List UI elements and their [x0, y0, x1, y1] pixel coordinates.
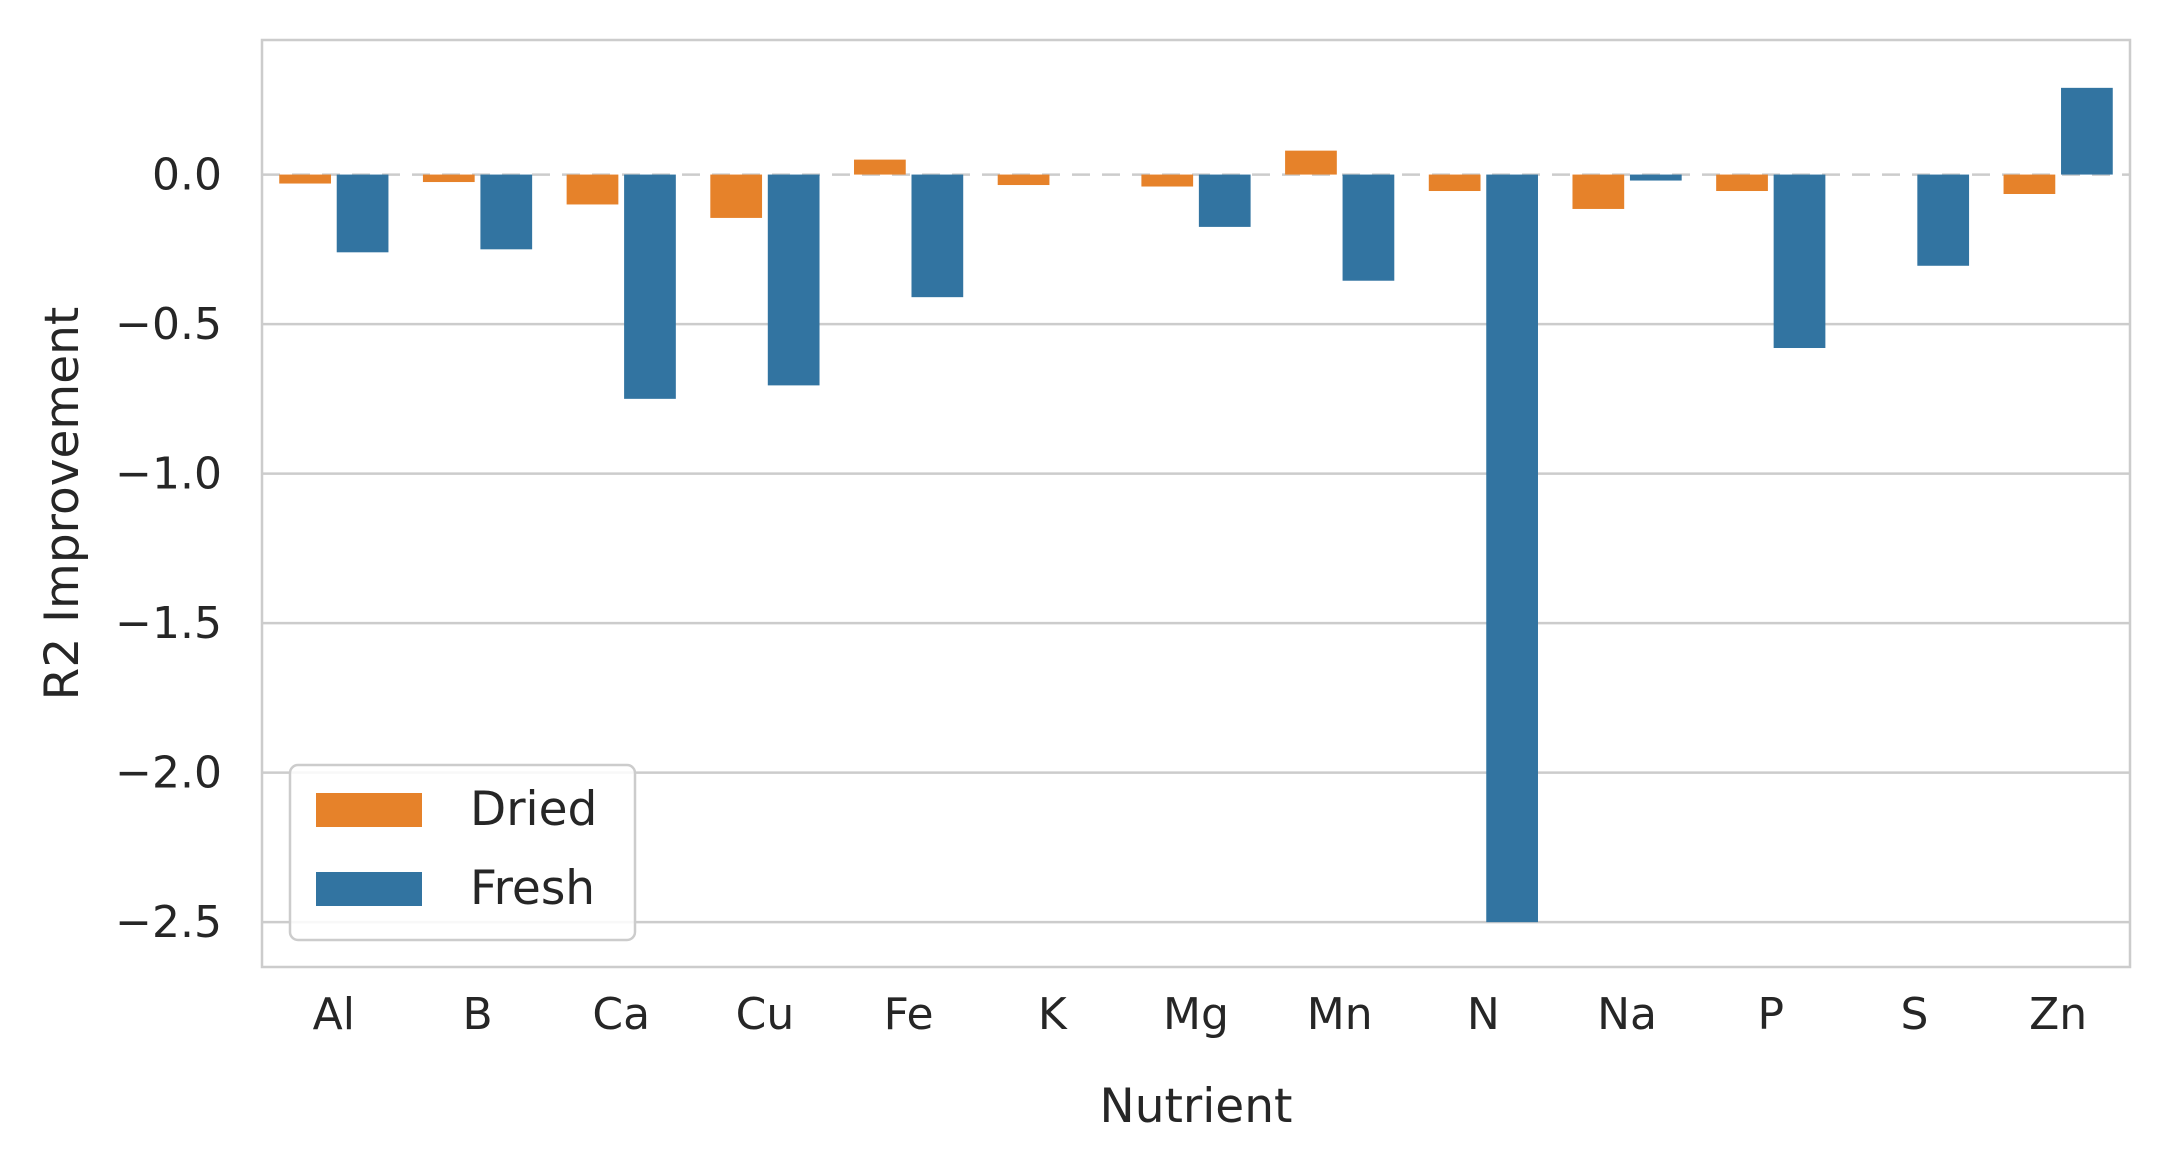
bar-fresh-na [1629, 174, 1682, 181]
legend-swatch-fresh [316, 872, 422, 906]
y-tick-label: −0.5 [115, 299, 222, 350]
y-axis-label: R2 Improvement [35, 307, 90, 701]
x-tick-label: Ca [592, 989, 650, 1040]
bar-fresh-al [336, 174, 389, 253]
bar-fresh-cu [767, 174, 820, 386]
x-tick-label: Zn [2029, 989, 2087, 1040]
bar-fresh-mg [1198, 174, 1251, 227]
x-tick-label: P [1757, 989, 1784, 1040]
y-tick-label: −1.0 [115, 449, 222, 500]
bar-fresh-zn [2061, 87, 2113, 175]
bars [279, 87, 2113, 923]
bar-fresh-fe [911, 174, 964, 298]
legend-swatch-dried [316, 793, 422, 827]
y-tick-labels: 0.0 −0.5 −1.0 −1.5 −2.0 −2.5 [115, 150, 222, 949]
x-tick-label: N [1467, 989, 1500, 1040]
bar-dried-p [1716, 174, 1768, 192]
bar-fresh-s [1917, 174, 1970, 266]
x-axis-label: Nutrient [1100, 1079, 1293, 1134]
x-tick-label: Mg [1163, 989, 1229, 1040]
bar-dried-zn [2003, 174, 2056, 195]
x-tick-label: K [1038, 989, 1068, 1040]
x-tick-label: S [1900, 989, 1928, 1040]
y-tick-label: −2.0 [115, 748, 222, 799]
y-tick-label: −2.5 [115, 897, 222, 948]
plot-frame [260, 38, 2132, 969]
bar-fresh-n [1486, 174, 1538, 923]
legend: Dried Fresh [288, 763, 637, 942]
x-tick-label: Mn [1307, 989, 1373, 1040]
y-tick-label: −1.5 [115, 598, 222, 649]
x-tick-label: Al [313, 989, 355, 1040]
bar-dried-mg [1141, 174, 1194, 187]
bar-fresh-b [480, 174, 533, 250]
x-tick-labels: Al B Ca Cu Fe K Mg Mn N Na P S Zn [313, 989, 2087, 1040]
bar-dried-n [1428, 174, 1481, 192]
y-tick-label: 0.0 [152, 150, 222, 201]
legend-label-fresh: Fresh [470, 861, 595, 916]
x-tick-label: Cu [736, 989, 795, 1040]
x-tick-label: Na [1597, 989, 1657, 1040]
bar-dried-k [997, 174, 1050, 186]
bar-dried-cu [710, 174, 763, 218]
x-tick-label: B [462, 989, 492, 1040]
bar-dried-b [422, 174, 475, 183]
bar-fresh-p [1773, 174, 1826, 349]
bar-dried-ca [566, 174, 619, 205]
bar-dried-fe [854, 159, 906, 175]
bar-fresh-ca [624, 174, 676, 399]
x-tick-label: Fe [884, 989, 934, 1040]
bar-dried-al [279, 174, 331, 184]
legend-label-dried: Dried [470, 782, 597, 837]
gridlines [262, 173, 2130, 924]
bar-fresh-mn [1342, 174, 1395, 281]
bar-dried-na [1572, 174, 1625, 209]
bar-dried-mn [1285, 150, 1337, 175]
